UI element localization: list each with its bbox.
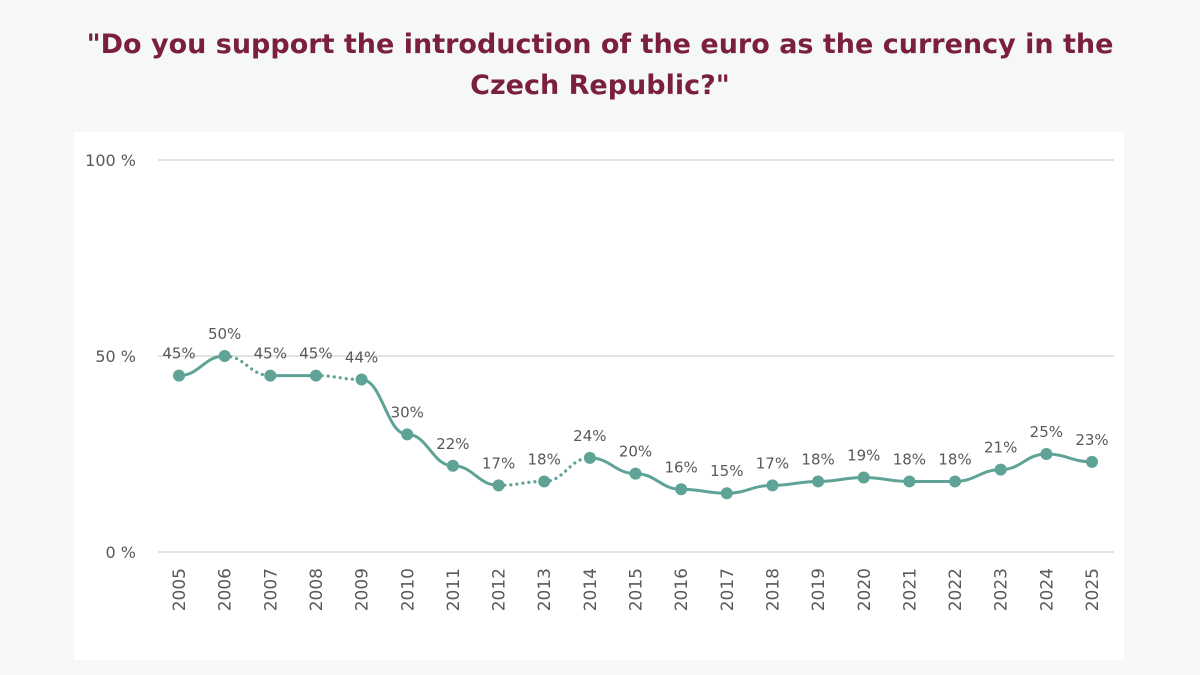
data-point-2010	[401, 428, 414, 441]
x-tick-label: 2015	[627, 568, 647, 611]
x-tick-label: 2005	[170, 568, 190, 611]
x-tick-label: 2025	[1083, 568, 1103, 611]
line-segment	[1044, 452, 1094, 464]
data-label-2011: 22%	[436, 435, 469, 453]
data-label-2005: 45%	[162, 345, 195, 363]
x-tick-label: 2024	[1037, 568, 1057, 611]
data-label-2008: 45%	[299, 345, 332, 363]
data-label-2021: 18%	[893, 450, 926, 468]
data-label-2010: 30%	[391, 403, 424, 421]
line-segment	[953, 468, 1003, 483]
line-segment	[725, 483, 774, 495]
y-tick-label: 50 %	[95, 347, 136, 366]
x-tick-label: 2009	[353, 568, 373, 611]
data-point-2025	[1086, 455, 1098, 468]
line-chart: 0 % 50 % 100 % 2005 2006 2007 2008 2009 2010 2011…	[85, 151, 1114, 611]
x-tick-label: 2008	[307, 568, 327, 611]
line-segment	[862, 476, 911, 483]
chart-panel: 0 % 50 % 100 % 2005 2006 2007 2008 2009 2010 2011…	[74, 132, 1124, 660]
data-label-2009: 44%	[345, 349, 378, 367]
data-label-2024: 25%	[1030, 423, 1063, 441]
data-point-2015	[629, 467, 642, 480]
line-segment	[679, 487, 729, 495]
data-point-2023	[994, 463, 1007, 476]
x-tick-label: 2012	[490, 568, 510, 611]
data-label-2023: 21%	[984, 439, 1017, 457]
data-point-2022	[949, 475, 962, 488]
data-point-2020	[857, 471, 870, 484]
data-label-2019: 18%	[801, 450, 834, 468]
data-label-2014: 24%	[573, 427, 606, 445]
data-label-2025: 23%	[1075, 431, 1108, 449]
data-point-2012	[492, 479, 505, 492]
data-point-2013	[538, 475, 551, 488]
data-point-2011	[446, 459, 459, 472]
y-tick-label: 100 %	[85, 151, 136, 170]
line-segment	[816, 476, 866, 483]
x-tick-label: 2010	[398, 568, 418, 611]
x-tick-label: 2016	[672, 568, 692, 611]
x-tick-label: 2006	[216, 568, 236, 611]
x-tick-label: 2023	[992, 568, 1012, 611]
data-label-2007: 45%	[254, 345, 287, 363]
x-tick-label: 2017	[718, 568, 738, 611]
data-point-2007	[264, 369, 277, 382]
data-label-2017: 15%	[710, 462, 743, 480]
data-point-2017	[720, 487, 733, 500]
data-point-2021	[903, 475, 916, 488]
data-label-2006: 50%	[208, 325, 241, 343]
data-label-2020: 19%	[847, 447, 880, 465]
x-tick-label: 2021	[900, 568, 920, 611]
data-label-2018: 17%	[756, 454, 789, 472]
x-tick-label: 2020	[855, 568, 875, 611]
data-point-2019	[812, 475, 825, 488]
data-point-2024	[1040, 448, 1053, 460]
x-tick-label: 2018	[763, 568, 783, 611]
x-tick-label: 2007	[261, 568, 281, 611]
x-tick-label: 2022	[946, 568, 966, 611]
line-segment	[770, 479, 820, 487]
data-point-2018	[766, 479, 779, 492]
data-label-2013: 18%	[528, 450, 561, 468]
data-point-2008	[309, 369, 322, 382]
data-label-2012: 17%	[482, 454, 515, 472]
data-point-2005	[173, 369, 185, 382]
chart-title: "Do you support the introduction of the …	[86, 29, 1114, 101]
data-point-2014	[583, 451, 596, 464]
data-label-2015: 20%	[619, 443, 652, 461]
data-point-2016	[675, 483, 688, 496]
line-segment-dotted	[314, 374, 364, 382]
x-tick-label: 2011	[444, 568, 464, 611]
data-point-2006	[218, 350, 231, 362]
x-tick-label: 2013	[535, 568, 555, 611]
y-tick-label: 0 %	[106, 543, 136, 562]
x-tick-label: 2019	[809, 568, 829, 611]
x-tick-label: 2014	[581, 568, 601, 611]
data-label-2022: 18%	[938, 450, 971, 468]
line-segment-dotted	[496, 479, 546, 487]
data-point-2009	[355, 373, 368, 386]
data-label-2016: 16%	[664, 458, 697, 476]
